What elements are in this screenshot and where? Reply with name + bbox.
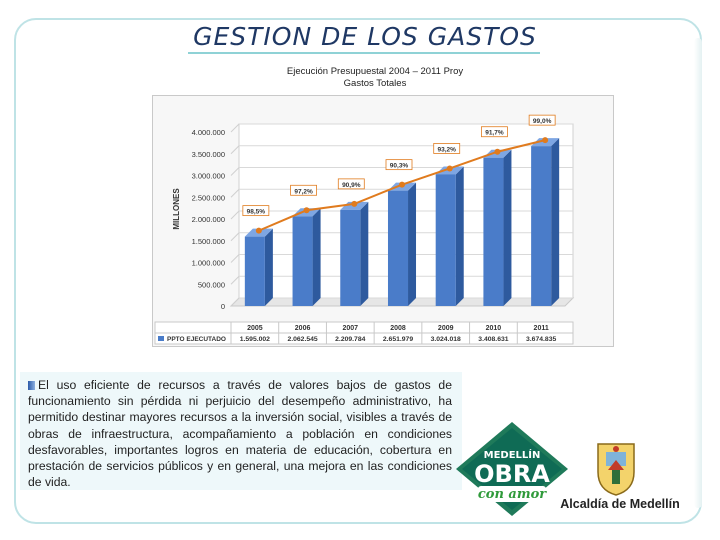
line-point — [399, 181, 405, 188]
frame-shadow — [694, 38, 702, 508]
logo-line1: MEDELLÍN — [484, 448, 541, 461]
medellin-obra-logo: MEDELLÍN OBRA con amor — [454, 420, 570, 518]
medellin-crest-icon — [594, 440, 638, 496]
gridline-depth — [230, 188, 240, 198]
chart-subtitle: Gastos Totales — [343, 78, 407, 89]
x-tick-label: 2007 — [342, 325, 358, 332]
line-label-box — [242, 205, 270, 217]
logo-line3: con amor — [478, 487, 547, 502]
bar-side — [312, 208, 321, 306]
bar-side — [360, 201, 369, 306]
line-point — [303, 207, 310, 214]
bar-side — [503, 149, 512, 306]
alcaldia-label: Alcaldía de Medellín — [560, 497, 680, 511]
line-data-label: 90,9% — [342, 182, 361, 189]
line-point — [542, 137, 549, 144]
table-value: 2.062.545 — [287, 336, 317, 343]
line-data-label: 97,2% — [294, 188, 313, 195]
chart-title: Ejecución Presupuestal 2004 – 2011 Proy — [286, 66, 464, 77]
table-value: 3.024.018 — [431, 336, 461, 343]
table-value: 3.408.631 — [478, 336, 508, 343]
line-point — [446, 165, 453, 172]
legend-swatch — [158, 336, 164, 341]
gridline-depth — [230, 167, 240, 176]
gridline-depth — [230, 145, 240, 155]
slide-title: GESTION DE LOS GASTOS — [193, 22, 537, 51]
bar — [244, 236, 265, 306]
title-underline — [188, 52, 540, 54]
legend-label: PPTO EJECUTADO — [167, 336, 226, 343]
text-panel — [20, 372, 462, 490]
bar-side — [455, 166, 464, 306]
line-data-label: 90,3% — [390, 163, 409, 170]
chart-area: 0 500.000 1.000.000 1.500.000 2.000.000 2.500… — [152, 95, 614, 347]
body-text: El uso eficiente de recursos a través de… — [28, 378, 452, 490]
logo-line2: OBRA — [474, 460, 550, 488]
y-tick-label: 4.000.000 — [192, 128, 225, 137]
line-data-label: 93,2% — [437, 146, 456, 153]
x-tick-label: 2006 — [295, 325, 311, 332]
x-tick-label: 2011 — [534, 325, 549, 332]
table-value: 3.674.835 — [526, 336, 556, 343]
line-label-box — [528, 114, 556, 126]
gridline-depth — [230, 210, 240, 220]
gridline-depth — [230, 232, 240, 242]
line-label-box — [481, 126, 508, 138]
bar — [340, 209, 361, 306]
line-data-label: 98,5% — [247, 209, 266, 216]
y-tick-label: 500.000 — [198, 280, 225, 289]
chart-title-block: Ejecución Presupuestal 2004 – 2011 Proy … — [230, 66, 520, 90]
line-label-box — [385, 159, 413, 171]
table-value: 2.209.784 — [335, 336, 365, 343]
body-paragraph: El uso eficiente de recursos a través de… — [28, 377, 452, 490]
line-point — [255, 227, 262, 234]
table-value: 1.595.002 — [240, 336, 270, 343]
bar — [387, 190, 409, 306]
bar-side — [551, 138, 560, 306]
gridline-depth — [230, 297, 240, 307]
line-label-box — [433, 143, 461, 154]
gridline-depth — [230, 275, 240, 285]
gridline-depth — [230, 254, 240, 263]
bar — [435, 174, 456, 306]
line-label-box — [290, 184, 317, 196]
y-axis-label: MILLONES — [172, 188, 181, 230]
table-value: 2.651.979 — [383, 336, 413, 343]
bar-side — [264, 228, 273, 306]
y-tick-label: 1.500.000 — [192, 237, 225, 246]
bar — [292, 216, 313, 306]
line-point — [351, 200, 358, 207]
y-tick-label: 3.000.000 — [192, 172, 225, 181]
line-data-label: 91,7% — [485, 130, 504, 137]
x-tick-label: 2010 — [486, 325, 502, 332]
y-tick-label: 1.000.000 — [192, 259, 225, 268]
line-point — [494, 148, 501, 155]
gridline-depth — [230, 123, 240, 133]
line-label-box — [337, 178, 365, 190]
x-tick-label: 2005 — [247, 325, 263, 332]
y-tick-label: 2.500.000 — [192, 193, 225, 202]
x-tick-label: 2009 — [438, 325, 454, 332]
bar — [531, 146, 552, 306]
y-tick-label: 0 — [221, 302, 225, 311]
bar — [483, 157, 504, 306]
bullet-icon — [28, 381, 35, 390]
bar-side — [408, 182, 417, 306]
y-tick-label: 3.500.000 — [192, 150, 225, 159]
x-tick-label: 2008 — [390, 325, 406, 332]
bar-chart: 0 500.000 1.000.000 1.500.000 2.000.000 2.500… — [154, 114, 575, 345]
line-data-label: 99,0% — [533, 118, 552, 125]
y-tick-label: 2.000.000 — [192, 215, 225, 224]
